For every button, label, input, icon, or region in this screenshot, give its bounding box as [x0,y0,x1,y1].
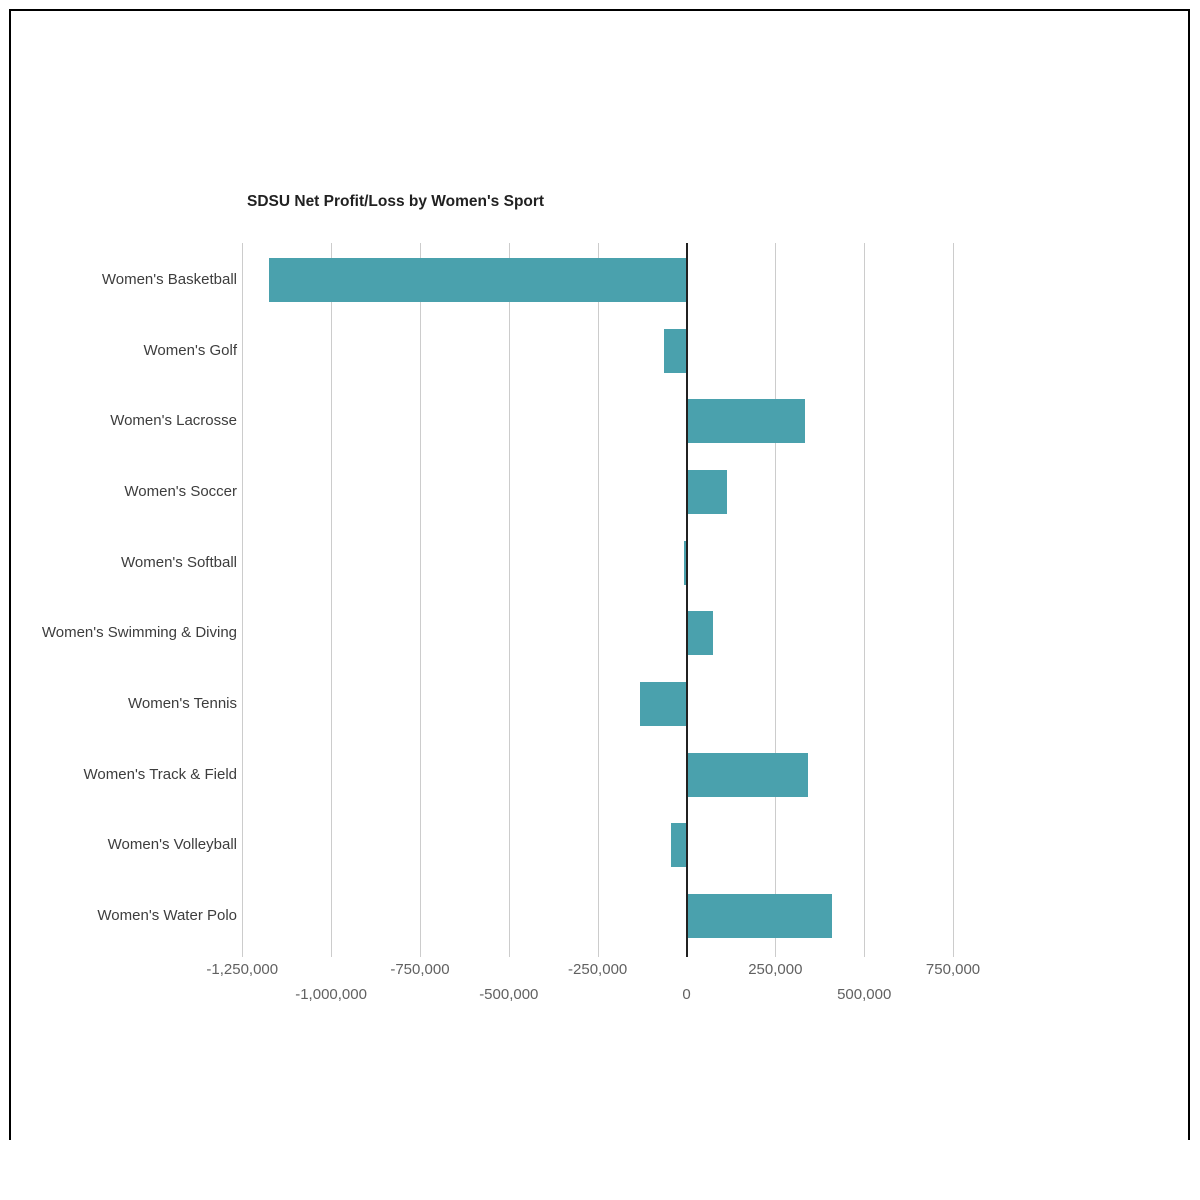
x-tick-mark [419,950,421,957]
category-label: Women's Golf [143,341,237,359]
x-tick-label: -750,000 [390,961,450,978]
x-tick-mark [864,950,866,957]
x-gridline [597,243,599,950]
category-label: Women's Swimming & Diving [41,624,237,642]
x-tick-mark [775,950,777,957]
bar-women-s-swimming-diving [687,611,714,656]
bar-women-s-tennis [639,682,687,727]
category-label: Women's Soccer [124,482,237,500]
x-gridline [419,243,421,950]
bar-women-s-softball [683,540,687,585]
x-tick-mark [242,950,244,957]
bar-women-s-lacrosse [687,399,805,444]
x-gridline [775,243,777,950]
x-tick-mark [331,950,333,957]
x-tick-label: -1,250,000 [206,961,279,978]
bar-women-s-water-polo [687,894,833,939]
x-tick-label: 750,000 [925,961,981,978]
x-tick-label: -250,000 [568,961,628,978]
chart-title: SDSU Net Profit/Loss by Women's Sport [247,193,545,210]
x-tick-label: 250,000 [748,961,803,978]
x-tick-label: 0 [682,986,691,1003]
x-tick-label: -1,000,000 [295,986,367,1003]
bar-women-s-basketball [268,257,687,302]
x-gridline [508,243,510,950]
bar-women-s-track-field [687,752,809,797]
x-gridline [864,243,866,950]
x-gridline [242,243,244,950]
x-tick-mark [685,950,688,957]
bar-women-s-golf [664,328,687,373]
x-tick-label: -500,000 [479,986,539,1003]
zero-axis-line [685,243,688,950]
category-label: Women's Water Polo [97,907,237,925]
x-gridline [953,243,955,950]
x-tick-label: 500,000 [837,986,892,1003]
x-tick-mark [508,950,510,957]
category-label: Women's Tennis [127,695,237,713]
category-label: Women's Softball [121,553,237,571]
category-label: Women's Track & Field [83,765,237,783]
category-label: Women's Basketball [101,270,237,288]
x-tick-mark [597,950,599,957]
x-gridline [331,243,333,950]
category-label: Women's Lacrosse [110,412,237,430]
x-tick-mark [953,950,955,957]
category-label: Women's Volleyball [107,836,237,854]
bar-women-s-soccer [687,469,728,514]
bar-women-s-volleyball [670,823,687,868]
